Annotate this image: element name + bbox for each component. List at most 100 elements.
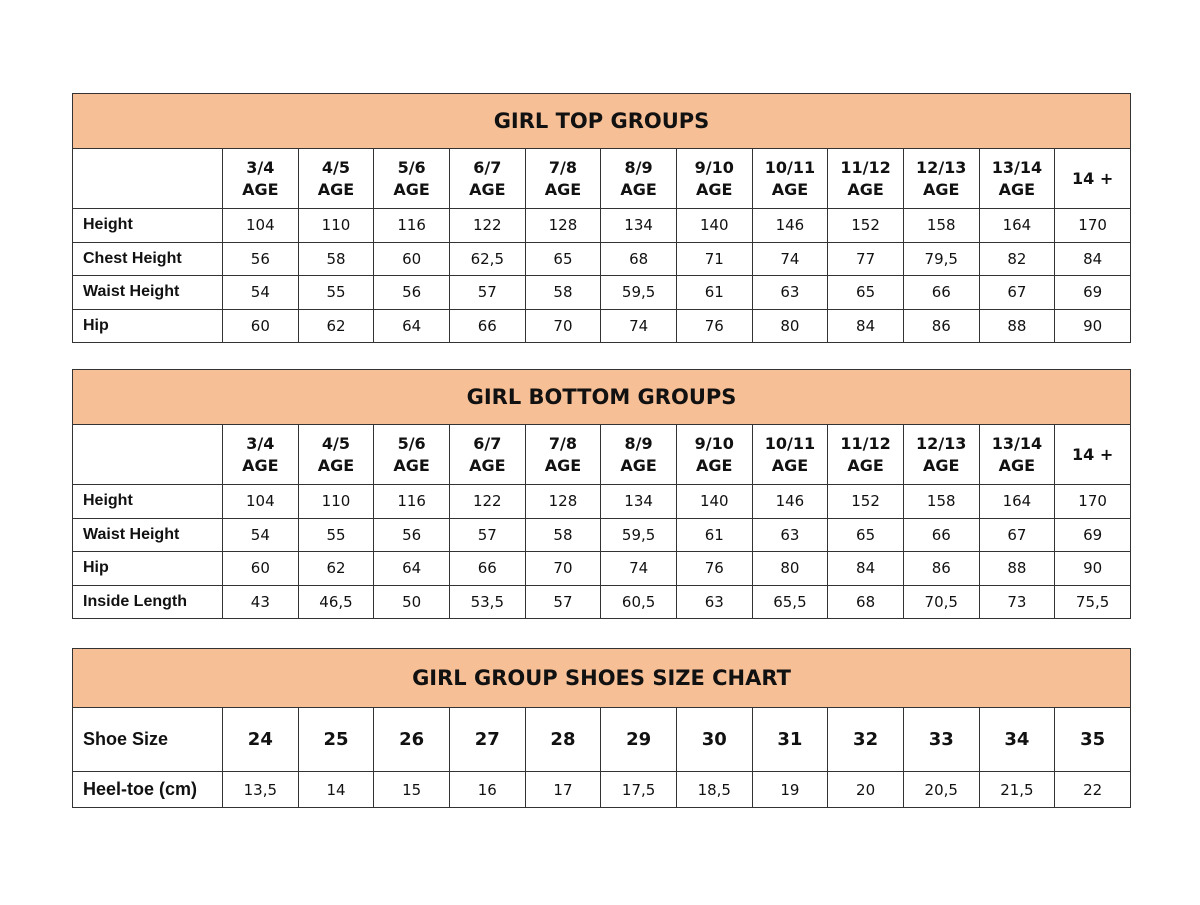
- table-cell: 13,5: [222, 771, 299, 808]
- table-cell: 66: [902, 275, 980, 310]
- table-cell: 62: [297, 551, 375, 586]
- table-cell: 66: [448, 308, 526, 343]
- table-cell: 68: [827, 584, 904, 619]
- table-cell: 54: [222, 517, 299, 552]
- column-header: 9/10 AGE: [675, 148, 753, 209]
- table-cell: 54: [222, 275, 299, 310]
- column-header: 31: [751, 707, 829, 772]
- table-cell: 56: [373, 517, 450, 552]
- table-row: Height 104 110 116 122 128 134 140 146 152 158 164 1…: [72, 484, 1131, 519]
- column-header: 7/8 AGE: [524, 148, 602, 209]
- table-cell: 67: [978, 275, 1056, 310]
- table-cell: 66: [448, 551, 526, 586]
- table-row: Inside Length 43 46,5 50 53,5 57 60,5 63 65,5 68 7…: [72, 584, 1131, 619]
- table-cell: 60: [373, 241, 450, 276]
- column-header: 33: [902, 707, 980, 772]
- table-cell: 128: [524, 208, 602, 243]
- table-cell: 90: [1054, 308, 1131, 343]
- table-cell: 70: [524, 551, 602, 586]
- column-header: 28: [524, 707, 602, 772]
- column-header: 24: [222, 707, 299, 772]
- column-header: 11/12 AGE: [827, 148, 904, 209]
- column-header: 9/10 AGE: [675, 424, 753, 485]
- table-title: GIRL GROUP SHOES SIZE CHART: [72, 648, 1131, 708]
- table-cell: 60,5: [600, 584, 677, 619]
- table-cell: 164: [978, 208, 1056, 243]
- row-label: Inside Length: [72, 584, 223, 619]
- table-cell: 84: [827, 551, 904, 586]
- table-cell: 84: [1054, 241, 1131, 276]
- table-cell: 70: [524, 308, 602, 343]
- table-title: GIRL BOTTOM GROUPS: [72, 369, 1131, 425]
- table-row: Heel-toe (cm) 13,5 14 15 16 17 17,5 18,5 19 20 20,…: [72, 771, 1131, 808]
- column-header: 27: [448, 707, 526, 772]
- table-cell: 67: [978, 517, 1056, 552]
- table-cell: 63: [751, 275, 829, 310]
- table-cell: 58: [524, 517, 602, 552]
- table-cell: 20: [827, 771, 904, 808]
- table-cell: 57: [524, 584, 602, 619]
- table-cell: 58: [524, 275, 602, 310]
- table-cell: 88: [978, 308, 1056, 343]
- table-cell: 110: [297, 208, 375, 243]
- table-cell: 56: [373, 275, 450, 310]
- column-header: 6/7 AGE: [448, 424, 526, 485]
- table-cell: 79,5: [902, 241, 980, 276]
- column-header: 3/4 AGE: [222, 148, 299, 209]
- column-header: 10/11 AGE: [751, 148, 829, 209]
- table-cell: 116: [373, 484, 450, 519]
- table-cell: 63: [751, 517, 829, 552]
- table-cell: 62,5: [448, 241, 526, 276]
- column-header-row: 3/4 AGE 4/5 AGE 5/6 AGE 6/7 AGE 7/8 AGE 8/9 A…: [72, 424, 1131, 485]
- table-cell: 65: [524, 241, 602, 276]
- column-header: 6/7 AGE: [448, 148, 526, 209]
- table-cell: 152: [827, 484, 904, 519]
- row-label: Height: [72, 484, 223, 519]
- column-header: 7/8 AGE: [524, 424, 602, 485]
- table-cell: 56: [222, 241, 299, 276]
- table-cell: 21,5: [978, 771, 1056, 808]
- table-cell: 84: [827, 308, 904, 343]
- table-cell: 122: [448, 484, 526, 519]
- table-cell: 76: [675, 551, 753, 586]
- row-label: Heel-toe (cm): [72, 771, 223, 808]
- empty-corner-cell: [72, 424, 223, 485]
- column-header: 13/14 AGE: [978, 148, 1056, 209]
- table-cell: 20,5: [902, 771, 980, 808]
- table-cell: 164: [978, 484, 1056, 519]
- table-cell: 60: [222, 551, 299, 586]
- table-cell: 66: [902, 517, 980, 552]
- column-header: 10/11 AGE: [751, 424, 829, 485]
- table-cell: 55: [297, 275, 375, 310]
- table-row: Chest Height 56 58 60 62,5 65 68 71 74 77 79,5 82 84: [72, 241, 1131, 276]
- table-cell: 170: [1054, 208, 1131, 243]
- table-cell: 59,5: [600, 275, 677, 310]
- table-row: Hip 60 62 64 66 70 74 76 80 84 86 88 90: [72, 551, 1131, 586]
- title-row: GIRL BOTTOM GROUPS: [72, 369, 1131, 425]
- table-cell: 104: [222, 484, 299, 519]
- table-cell: 82: [978, 241, 1056, 276]
- column-header: 5/6 AGE: [373, 148, 450, 209]
- column-header: 14 +: [1054, 424, 1131, 485]
- table-cell: 158: [902, 484, 980, 519]
- table-cell: 60: [222, 308, 299, 343]
- table-cell: 76: [675, 308, 753, 343]
- table-cell: 22: [1054, 771, 1131, 808]
- table-cell: 14: [297, 771, 375, 808]
- table-cell: 19: [751, 771, 829, 808]
- table-cell: 146: [751, 484, 829, 519]
- table-cell: 158: [902, 208, 980, 243]
- table-cell: 74: [600, 551, 677, 586]
- table-cell: 63: [675, 584, 753, 619]
- table-cell: 134: [600, 208, 677, 243]
- column-header-row: Shoe Size 24 25 26 27 28 29 30 31 32 33 34 35: [72, 707, 1131, 772]
- table-cell: 65: [827, 517, 904, 552]
- row-label: Waist Height: [72, 275, 223, 310]
- table-row: Waist Height 54 55 56 57 58 59,5 61 63 65 66 67 69: [72, 517, 1131, 552]
- column-header: 13/14 AGE: [978, 424, 1056, 485]
- column-header: 4/5 AGE: [297, 424, 375, 485]
- girl-shoes-size-table: GIRL GROUP SHOES SIZE CHART Shoe Size 24 25…: [72, 648, 1131, 808]
- table-cell: 61: [675, 517, 753, 552]
- column-header: 35: [1054, 707, 1131, 772]
- table-cell: 53,5: [448, 584, 526, 619]
